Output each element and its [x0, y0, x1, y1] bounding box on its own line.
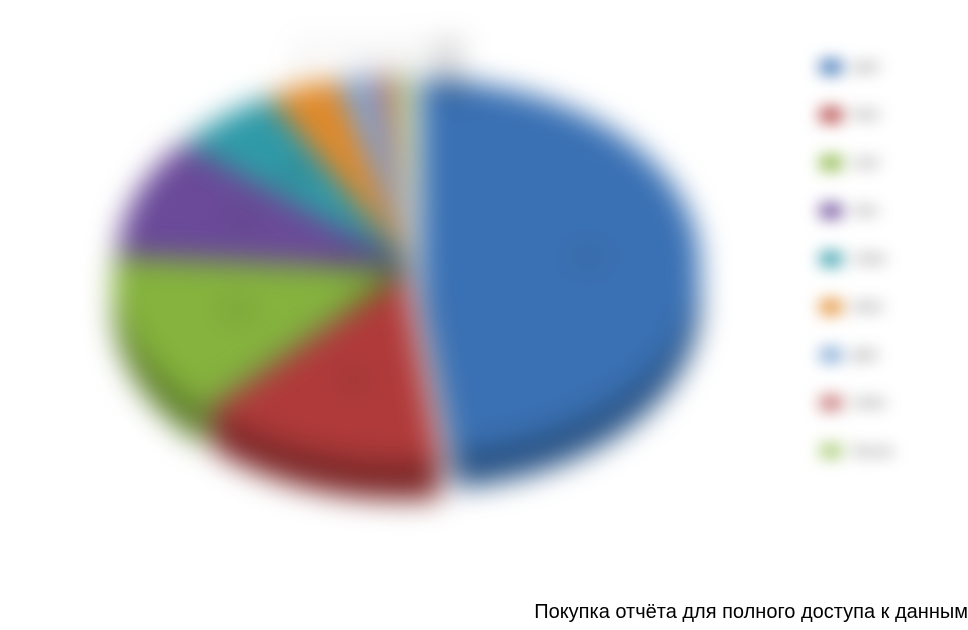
legend-item: СЗФО — [820, 252, 950, 266]
legend-label: ЮФО — [852, 300, 883, 314]
legend-label: СЗФО — [852, 252, 886, 266]
slice-label: УФО — [228, 213, 254, 227]
legend-label: УФО — [852, 204, 878, 218]
legend-swatch — [820, 252, 842, 266]
legend-swatch — [820, 60, 842, 74]
legend-swatch — [820, 108, 842, 122]
legend-item: УФО — [820, 204, 950, 218]
legend-label: СКФО — [852, 396, 886, 410]
legend-swatch — [820, 300, 842, 314]
slice-label: ЮФО — [434, 39, 465, 53]
slice-label: СФО — [223, 302, 250, 316]
legend-swatch — [820, 396, 842, 410]
caption-text: Покупка отчёта для полного доступа к дан… — [534, 601, 968, 624]
legend-label: СФО — [852, 156, 879, 170]
legend-swatch — [820, 204, 842, 218]
legend-swatch — [820, 156, 842, 170]
slice-label: СЗФО — [278, 166, 312, 180]
slice-label: ПФО — [340, 373, 367, 387]
legend-item: СКФО — [820, 396, 950, 410]
legend-label: ПФО — [852, 108, 879, 122]
legend-label: ЦФО — [852, 60, 879, 74]
legend-label: Прочие — [852, 444, 893, 458]
legend-item: Прочие — [820, 444, 950, 458]
legend-item: ПФО — [820, 108, 950, 122]
legend-label: ДФО — [852, 348, 878, 362]
pie-chart: ЦФО ПФО СФО УФО СЗФО ЮФО ДФО СКФО Прочие — [0, 0, 820, 590]
chart-legend: ЦФО ПФО СФО УФО СЗФО ЮФО ДФО СКФО Прочие — [820, 60, 950, 492]
legend-item: ЮФО — [820, 300, 950, 314]
slice-label: ДФО — [434, 55, 460, 69]
legend-item: ЦФО — [820, 60, 950, 74]
slice-label: ЦФО — [574, 250, 601, 264]
legend-item: СФО — [820, 156, 950, 170]
legend-item: ДФО — [820, 348, 950, 362]
legend-swatch — [820, 348, 842, 362]
legend-swatch — [820, 444, 842, 458]
slice-label: Прочие — [434, 87, 476, 101]
slice-label: СКФО — [434, 71, 468, 85]
